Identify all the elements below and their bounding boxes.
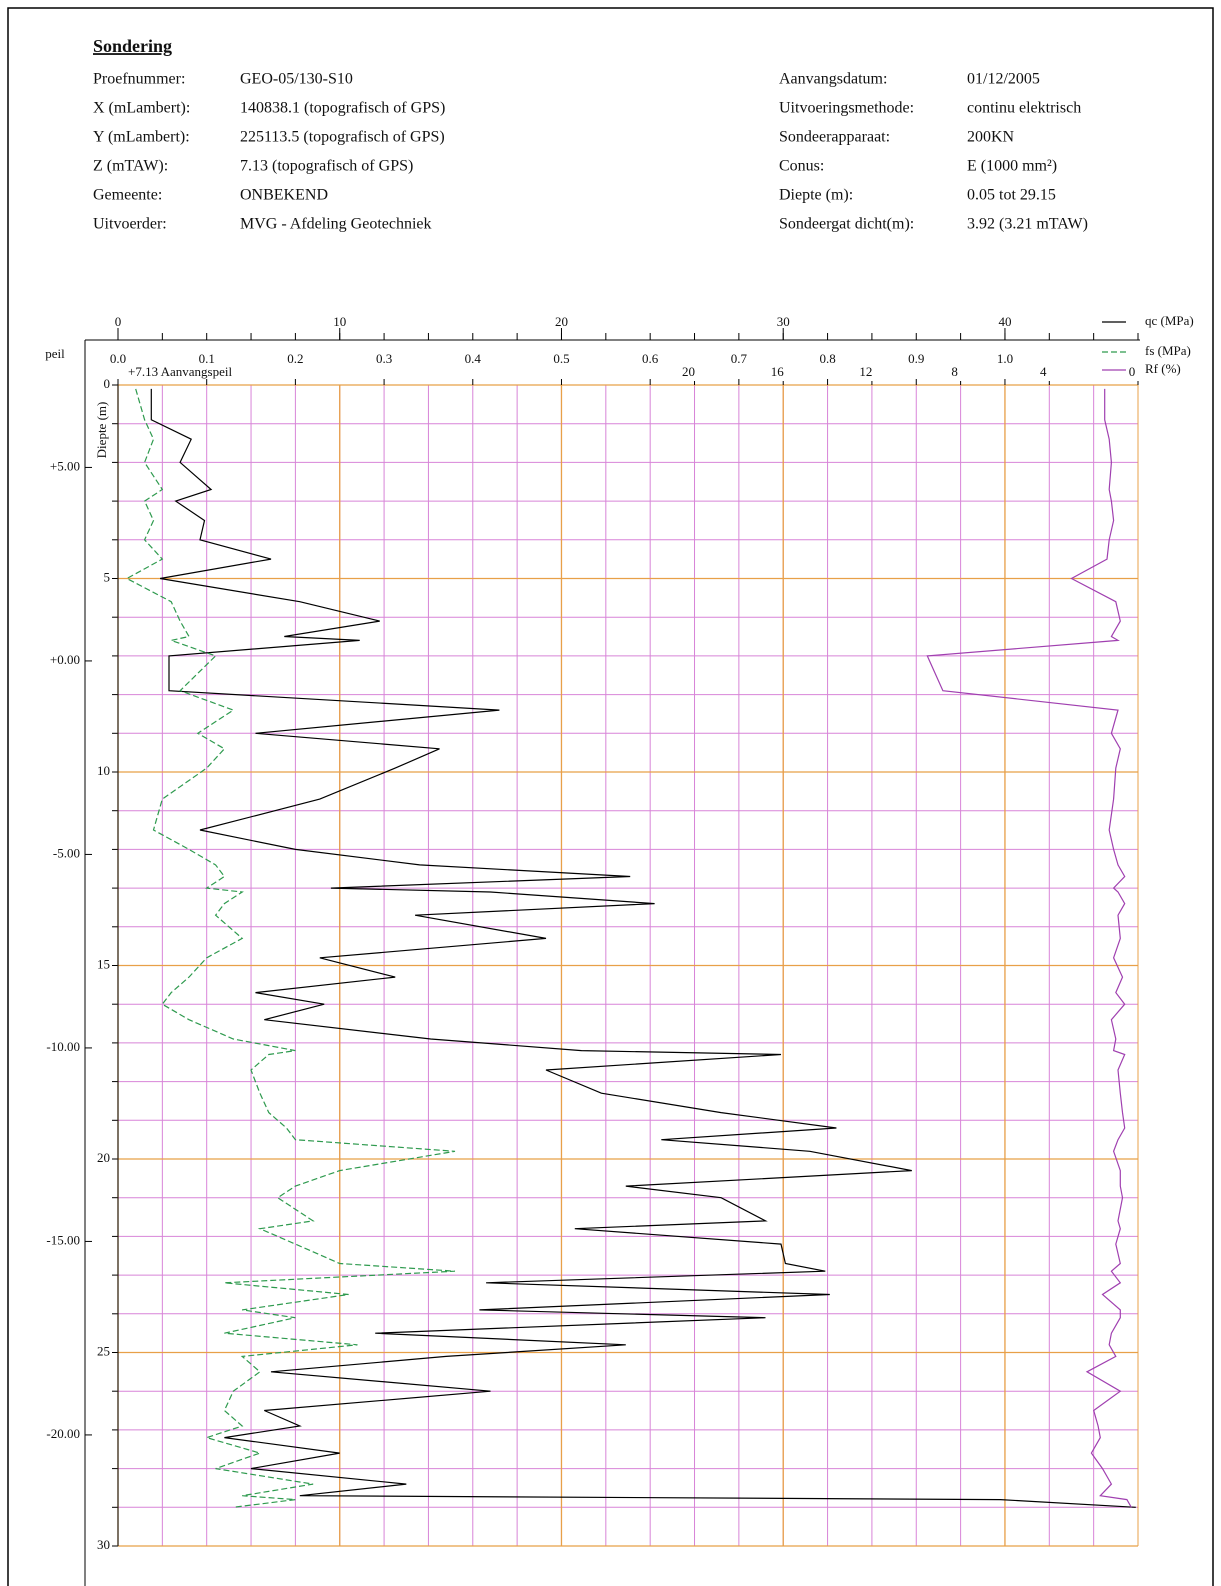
legend-label: qc (MPa) — [1145, 313, 1194, 328]
rf-tick-label: 12 — [859, 364, 872, 379]
fs-tick-label: 0.5 — [553, 351, 569, 366]
depth-tick-label: 20 — [97, 1150, 110, 1165]
field-label: Diepte (m): — [779, 187, 853, 204]
field-value: 0.05 tot 29.15 — [967, 187, 1056, 204]
field-label: Sondeergat dicht(m): — [779, 216, 914, 233]
title: Sondering — [93, 36, 172, 56]
page-border — [7, 7, 1214, 1586]
fs-tick-label: 1.0 — [997, 351, 1013, 366]
depth-tick-label: 30 — [97, 1537, 110, 1552]
field-value: MVG - Afdeling Geotechniek — [240, 216, 432, 233]
qc-tick-label: 20 — [555, 314, 568, 329]
depth-tick-label: 10 — [97, 763, 110, 778]
fs-tick-label: 0.1 — [199, 351, 215, 366]
field-label: Uitvoeringsmethode: — [779, 100, 914, 117]
field-value: ONBEKEND — [240, 187, 328, 204]
field-value: GEO-05/130-S10 — [240, 71, 353, 88]
depth-tick-label: 5 — [104, 569, 111, 584]
field-label: Z (mTAW): — [93, 158, 168, 175]
series-line — [150, 388, 1136, 1508]
field-value: E (1000 mm²) — [967, 158, 1057, 175]
peil-label: peil — [45, 346, 65, 361]
depth-tick-label: 15 — [97, 956, 110, 971]
field-label: Uitvoerder: — [93, 216, 167, 233]
field-label: Proefnummer: — [93, 71, 185, 88]
rf-tick-label: 0 — [1129, 364, 1136, 379]
fs-tick-label: 0.2 — [287, 351, 303, 366]
rf-tick-label: 16 — [771, 364, 785, 379]
fs-tick-label: 0.6 — [642, 351, 659, 366]
header: Proefnummer: GEO-05/130-S10 X (mLambert): 1… — [93, 71, 1088, 233]
series-line — [125, 388, 456, 1508]
peil-tick-label: -5.00 — [53, 845, 80, 860]
rf-tick-label: 20 — [682, 364, 695, 379]
qc-tick-label: 40 — [998, 314, 1011, 329]
field-label: Sondeerapparaat: — [779, 129, 890, 146]
peil-tick-label: -10.00 — [46, 1039, 80, 1054]
fs-tick-label: 0.9 — [908, 351, 924, 366]
fs-tick-label: 0.8 — [819, 351, 835, 366]
field-label: Conus: — [779, 158, 824, 175]
fs-tick-label: 0.7 — [731, 351, 748, 366]
peil-tick-label: +5.00 — [50, 458, 80, 473]
legend-label: fs (MPa) — [1145, 343, 1191, 358]
field-value: continu elektrisch — [967, 100, 1081, 117]
field-value: 140838.1 (topografisch of GPS) — [240, 100, 445, 117]
fs-tick-label: 0.4 — [465, 351, 482, 366]
peil-tick-label: -20.00 — [46, 1426, 80, 1441]
rf-tick-label: 8 — [951, 364, 958, 379]
field-value: 200KN — [967, 129, 1015, 146]
peil-tick-label: +0.00 — [50, 652, 80, 667]
legend-label: Rf (%) — [1145, 361, 1181, 376]
field-value: 7.13 (topografisch of GPS) — [240, 158, 413, 175]
fs-tick-label: 0.3 — [376, 351, 392, 366]
qc-tick-label: 30 — [777, 314, 790, 329]
rf-tick-label: 4 — [1040, 364, 1047, 379]
field-label: X (mLambert): — [93, 100, 190, 117]
field-value: 225113.5 (topografisch of GPS) — [240, 129, 445, 146]
field-label: Gemeente: — [93, 187, 162, 204]
y-axis-label: Diepte (m) — [94, 402, 109, 459]
fs-tick-label: 0.0 — [110, 351, 126, 366]
field-label: Y (mLambert): — [93, 129, 190, 146]
field-value: 3.92 (3.21 mTAW) — [967, 216, 1088, 233]
qc-tick-label: 0 — [115, 314, 122, 329]
peil-tick-label: -15.00 — [46, 1232, 80, 1247]
depth-tick-label: 25 — [97, 1343, 110, 1358]
qc-tick-label: 10 — [333, 314, 346, 329]
series-line — [926, 388, 1132, 1508]
field-label: Aanvangsdatum: — [779, 71, 887, 88]
annotation: +7.13 Aanvangspeil — [128, 364, 232, 379]
field-value: 01/12/2005 — [967, 71, 1040, 88]
depth-tick-label: 0 — [104, 376, 111, 391]
